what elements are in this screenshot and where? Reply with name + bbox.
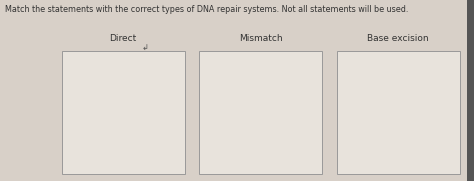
Bar [199, 51, 322, 174]
Text: Match the statements with the correct types of DNA repair systems. Not all state: Match the statements with the correct ty… [5, 5, 408, 14]
Text: ↲: ↲ [141, 43, 148, 52]
Text: Direct: Direct [109, 34, 137, 43]
Text: Base excision: Base excision [367, 34, 429, 43]
Bar [62, 51, 185, 174]
Text: Mismatch: Mismatch [239, 34, 283, 43]
Bar [337, 51, 460, 174]
Bar [467, 0, 474, 181]
